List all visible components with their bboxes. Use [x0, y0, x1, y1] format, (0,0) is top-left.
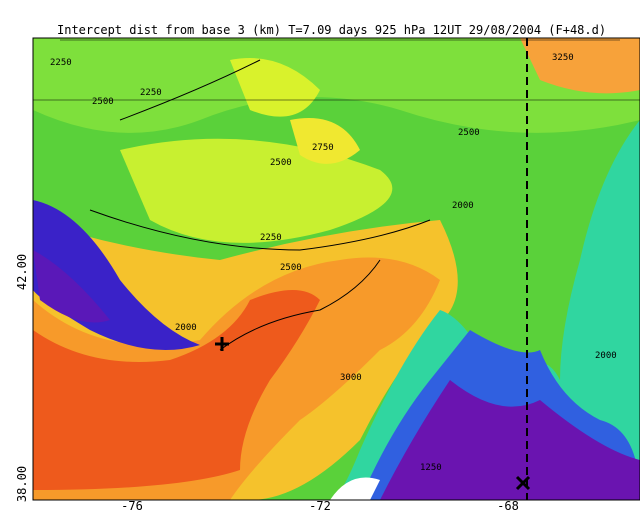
- contour-label: 3250: [552, 53, 574, 63]
- map-title: Intercept dist from base 3 (km) T=7.09 d…: [57, 23, 606, 37]
- contour-label: 2000: [452, 201, 474, 211]
- contour-label: 2000: [595, 351, 617, 361]
- y-tick-label: 42.00: [15, 254, 29, 290]
- contour-field: [33, 38, 640, 500]
- contour-label: 2000: [175, 323, 197, 333]
- contour-label: 2500: [458, 128, 480, 138]
- contour-label: 3000: [340, 373, 362, 383]
- x-tick-label: -72: [309, 499, 331, 512]
- contour-label: 2250: [140, 88, 162, 98]
- contour-label: 2500: [280, 263, 302, 273]
- contour-label: 2250: [260, 233, 282, 243]
- contour-label: 1250: [420, 463, 442, 473]
- contour-label: 2250: [50, 58, 72, 68]
- contour-label: 2500: [92, 97, 114, 107]
- contour-label: 2500: [270, 158, 292, 168]
- contour-label: 2750: [312, 143, 334, 153]
- x-tick-label: -76: [121, 499, 143, 512]
- x-tick-label: -68: [497, 499, 519, 512]
- y-tick-label: 38.00: [15, 466, 29, 502]
- contour-labels: 2250 2500 2250 2750 2500 2000 3250 2500 …: [50, 53, 617, 473]
